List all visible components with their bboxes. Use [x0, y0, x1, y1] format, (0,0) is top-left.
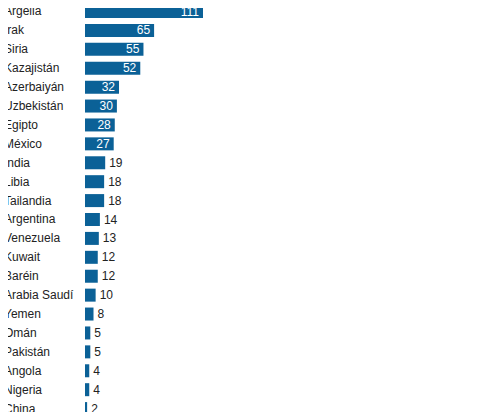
svg-text:30: 30 [100, 99, 114, 113]
svg-text:Nigeria: Nigeria [8, 383, 42, 397]
svg-text:Tailandia: Tailandia [8, 194, 52, 208]
svg-text:13: 13 [103, 231, 117, 245]
svg-text:18: 18 [108, 194, 122, 208]
svg-text:32: 32 [102, 80, 116, 94]
svg-text:12: 12 [102, 250, 116, 264]
svg-text:Venezuela: Venezuela [8, 231, 60, 245]
svg-text:Baréin: Baréin [8, 269, 39, 283]
svg-text:18: 18 [108, 175, 122, 189]
svg-text:10: 10 [100, 288, 114, 302]
svg-text:China: China [8, 402, 36, 412]
svg-text:Kazajistán: Kazajistán [8, 61, 59, 75]
svg-text:Uzbekistán: Uzbekistán [8, 99, 63, 113]
svg-text:14: 14 [104, 213, 118, 227]
svg-text:2: 2 [91, 402, 98, 412]
svg-text:65: 65 [137, 23, 151, 37]
svg-text:27: 27 [96, 137, 110, 151]
svg-text:Argelia: Argelia [8, 8, 42, 18]
svg-text:México: México [8, 137, 42, 151]
svg-text:12: 12 [102, 269, 116, 283]
svg-text:4: 4 [93, 383, 100, 397]
svg-text:Argentina: Argentina [8, 212, 56, 226]
svg-text:5: 5 [94, 345, 101, 359]
svg-text:5: 5 [94, 326, 101, 340]
svg-text:Yemen: Yemen [8, 307, 41, 321]
svg-text:8: 8 [98, 307, 105, 321]
svg-text:India: India [8, 156, 30, 170]
svg-text:Irak: Irak [8, 23, 25, 37]
svg-text:Libia: Libia [8, 175, 30, 189]
svg-text:Omán: Omán [8, 326, 37, 340]
svg-text:4: 4 [93, 364, 100, 378]
svg-text:Siria: Siria [8, 42, 28, 56]
svg-text:52: 52 [123, 61, 137, 75]
svg-text:19: 19 [109, 156, 123, 170]
svg-text:Egipto: Egipto [8, 118, 38, 132]
svg-text:Pakistán: Pakistán [8, 345, 50, 359]
svg-text:111: 111 [181, 8, 200, 19]
svg-text:55: 55 [126, 42, 140, 56]
svg-text:Angola: Angola [8, 364, 42, 378]
svg-text:Arabia Saudí: Arabia Saudí [8, 288, 74, 302]
svg-text:Azerbaiyán: Azerbaiyán [8, 80, 64, 94]
svg-text:28: 28 [97, 118, 111, 132]
svg-text:Kuwait: Kuwait [8, 250, 41, 264]
